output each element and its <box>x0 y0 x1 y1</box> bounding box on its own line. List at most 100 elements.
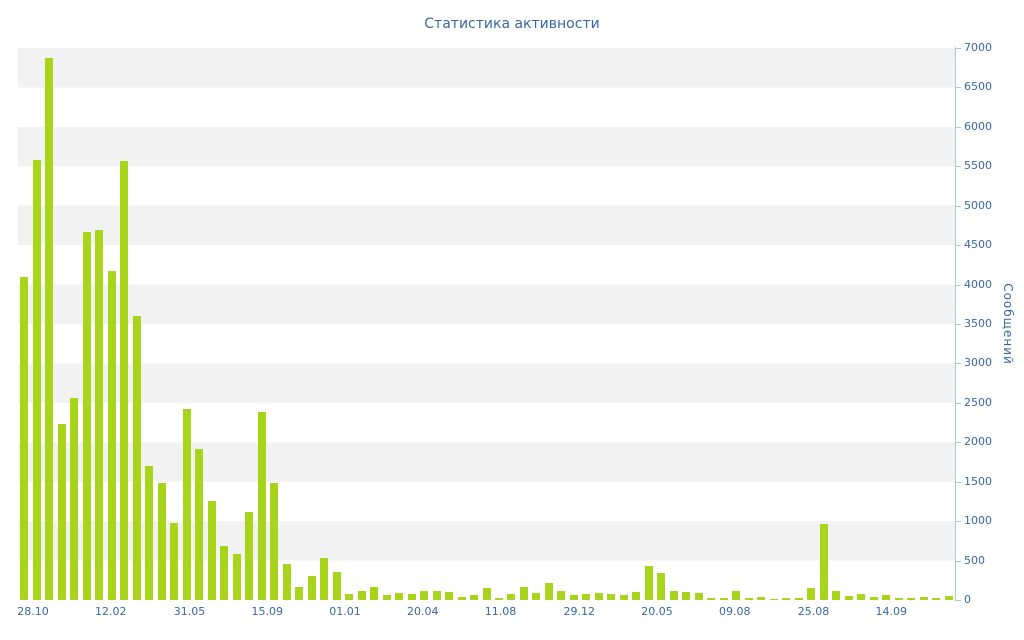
bar <box>607 594 616 600</box>
y-tick-label: 6000 <box>964 120 992 133</box>
y-tick-mark <box>956 245 961 246</box>
bar <box>532 593 541 600</box>
bar <box>869 597 878 600</box>
bar <box>157 483 166 600</box>
bar <box>232 554 241 600</box>
bar <box>932 598 941 600</box>
bar <box>220 546 229 600</box>
y-tick-label: 1000 <box>964 514 992 527</box>
x-tick-label: 11.08 <box>484 605 517 618</box>
bar <box>357 591 366 600</box>
y-tick-mark <box>956 324 961 325</box>
bar <box>507 594 516 600</box>
bar <box>732 591 741 600</box>
bar <box>757 597 766 600</box>
y-tick-label: 5500 <box>964 159 992 172</box>
bar <box>557 591 566 600</box>
bar <box>145 466 154 600</box>
y-tick-label: 4500 <box>964 238 992 251</box>
x-tick-label: 31.05 <box>173 605 206 618</box>
bar <box>57 424 66 600</box>
bar <box>682 592 691 600</box>
bar <box>882 595 891 600</box>
bar <box>182 409 191 600</box>
bar <box>270 483 279 600</box>
y-tick-mark <box>956 206 961 207</box>
bar <box>569 595 578 600</box>
y-axis-title: Сообщений <box>1001 283 1015 365</box>
bar <box>782 598 791 600</box>
bar <box>644 566 653 600</box>
bar <box>694 593 703 600</box>
x-tick-label: 12.02 <box>95 605 127 618</box>
y-tick-label: 4000 <box>964 278 992 291</box>
y-tick-mark <box>956 48 961 49</box>
x-tick-label: 25.08 <box>797 605 830 618</box>
bar <box>195 449 204 600</box>
y-tick-label: 0 <box>964 593 971 606</box>
y-tick-label: 2000 <box>964 435 992 448</box>
bar <box>432 591 441 600</box>
bar <box>395 593 404 600</box>
bar <box>457 597 466 600</box>
bar <box>382 595 391 600</box>
bar <box>420 591 429 600</box>
bar <box>257 412 266 600</box>
x-tick-label: 20.04 <box>407 605 439 618</box>
bar <box>207 501 216 600</box>
bar <box>669 591 678 600</box>
bar <box>807 588 816 600</box>
bar <box>70 398 79 600</box>
bar <box>582 594 591 600</box>
bar <box>819 524 828 600</box>
bar <box>345 594 354 600</box>
bar <box>445 592 454 600</box>
y-tick-label: 2500 <box>964 396 992 409</box>
y-tick-label: 5000 <box>964 199 992 212</box>
bar <box>295 587 304 600</box>
bar <box>32 160 41 600</box>
bar <box>519 587 528 600</box>
bar <box>794 598 803 600</box>
bar <box>657 573 666 600</box>
bar <box>470 595 478 600</box>
y-tick-mark <box>956 87 961 88</box>
bar <box>170 523 179 600</box>
bar <box>132 316 141 600</box>
bar <box>320 558 329 600</box>
bar <box>82 232 91 600</box>
y-tick-mark <box>956 561 961 562</box>
bar <box>719 598 728 600</box>
y-tick-label: 3000 <box>964 356 992 369</box>
bar <box>332 572 341 600</box>
bar <box>282 564 291 600</box>
bar <box>120 161 129 600</box>
bar <box>95 230 104 600</box>
bar <box>632 592 641 600</box>
y-tick-label: 1500 <box>964 475 992 488</box>
bar <box>769 599 778 600</box>
y-axis-line <box>955 47 956 601</box>
y-tick-mark <box>956 363 961 364</box>
y-tick-label: 3500 <box>964 317 992 330</box>
y-tick-label: 500 <box>964 554 985 567</box>
bar <box>307 576 316 600</box>
bar <box>844 596 853 600</box>
bar <box>20 277 29 600</box>
y-tick-mark <box>956 442 961 443</box>
bar <box>744 598 753 600</box>
y-tick-mark <box>956 403 961 404</box>
x-tick-label: 28.10 <box>17 605 49 618</box>
x-tick-label: 01.01 <box>329 605 361 618</box>
plot-area <box>18 48 955 600</box>
bar <box>370 587 379 600</box>
bar <box>482 588 491 600</box>
bar <box>907 598 916 600</box>
y-tick-mark <box>956 600 961 601</box>
y-tick-label: 7000 <box>964 41 992 54</box>
x-tick-label: 15.09 <box>251 605 283 618</box>
bar <box>544 583 553 600</box>
bar <box>407 594 416 600</box>
bar <box>107 271 116 600</box>
bar <box>944 596 953 600</box>
